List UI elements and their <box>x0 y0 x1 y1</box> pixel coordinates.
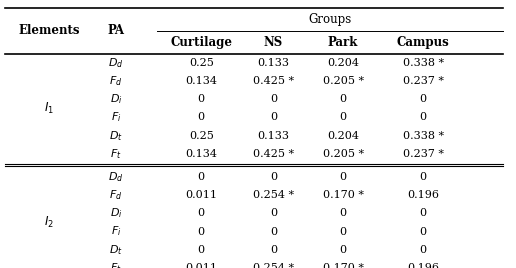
Text: $F_d$: $F_d$ <box>109 74 123 88</box>
Text: $F_t$: $F_t$ <box>110 261 122 268</box>
Text: 0: 0 <box>270 208 277 218</box>
Text: $I_1$: $I_1$ <box>44 101 54 116</box>
Text: 0: 0 <box>420 172 427 182</box>
Text: 0: 0 <box>420 226 427 237</box>
Text: 0: 0 <box>198 94 205 104</box>
Text: 0: 0 <box>340 112 347 122</box>
Text: $D_t$: $D_t$ <box>109 129 123 143</box>
Text: 0: 0 <box>420 94 427 104</box>
Text: $D_t$: $D_t$ <box>109 243 123 257</box>
Text: 0.237 *: 0.237 * <box>402 76 444 86</box>
Text: 0: 0 <box>340 226 347 237</box>
Text: $F_i$: $F_i$ <box>111 225 121 239</box>
Text: 0.196: 0.196 <box>407 190 439 200</box>
Text: 0: 0 <box>270 245 277 255</box>
Text: 0.170 *: 0.170 * <box>322 190 364 200</box>
Text: 0: 0 <box>340 94 347 104</box>
Text: 0.254 *: 0.254 * <box>253 190 294 200</box>
Text: 0.338 *: 0.338 * <box>402 131 444 141</box>
Text: 0: 0 <box>420 112 427 122</box>
Text: $D_i$: $D_i$ <box>110 206 122 220</box>
Text: 0.205 *: 0.205 * <box>322 149 364 159</box>
Text: $D_d$: $D_d$ <box>108 56 124 70</box>
Text: 0.011: 0.011 <box>185 263 217 268</box>
Text: 0.338 *: 0.338 * <box>402 58 444 68</box>
Text: Curtilage: Curtilage <box>170 36 232 49</box>
Text: 0.237 *: 0.237 * <box>402 149 444 159</box>
Text: 0: 0 <box>420 245 427 255</box>
Text: 0.134: 0.134 <box>185 76 217 86</box>
Text: 0.196: 0.196 <box>407 263 439 268</box>
Text: 0.25: 0.25 <box>189 131 214 141</box>
Text: 0.134: 0.134 <box>185 149 217 159</box>
Text: 0.425 *: 0.425 * <box>253 149 294 159</box>
Text: 0: 0 <box>198 112 205 122</box>
Text: 0: 0 <box>198 172 205 182</box>
Text: Groups: Groups <box>309 13 352 26</box>
Text: 0: 0 <box>340 245 347 255</box>
Text: Elements: Elements <box>18 24 80 37</box>
Text: 0: 0 <box>198 226 205 237</box>
Text: PA: PA <box>108 24 124 37</box>
Text: 0.011: 0.011 <box>185 190 217 200</box>
Text: 0: 0 <box>198 208 205 218</box>
Text: 0: 0 <box>270 94 277 104</box>
Text: 0.204: 0.204 <box>327 131 359 141</box>
Text: $D_d$: $D_d$ <box>108 170 124 184</box>
Text: 0.133: 0.133 <box>257 131 289 141</box>
Text: 0.425 *: 0.425 * <box>253 76 294 86</box>
Text: 0: 0 <box>340 172 347 182</box>
Text: 0.254 *: 0.254 * <box>253 263 294 268</box>
Text: $D_i$: $D_i$ <box>110 92 122 106</box>
Text: NS: NS <box>264 36 283 49</box>
Text: 0.133: 0.133 <box>257 58 289 68</box>
Text: $I_2$: $I_2$ <box>44 215 54 230</box>
Text: Campus: Campus <box>397 36 449 49</box>
Text: $F_i$: $F_i$ <box>111 110 121 124</box>
Text: 0: 0 <box>340 208 347 218</box>
Text: 0.170 *: 0.170 * <box>322 263 364 268</box>
Text: 0: 0 <box>270 112 277 122</box>
Text: $F_d$: $F_d$ <box>109 188 123 202</box>
Text: $F_t$: $F_t$ <box>110 147 122 161</box>
Text: 0.25: 0.25 <box>189 58 214 68</box>
Text: 0: 0 <box>270 226 277 237</box>
Text: Park: Park <box>328 36 358 49</box>
Text: 0: 0 <box>198 245 205 255</box>
Text: 0.205 *: 0.205 * <box>322 76 364 86</box>
Text: 0: 0 <box>270 172 277 182</box>
Text: 0.204: 0.204 <box>327 58 359 68</box>
Text: 0: 0 <box>420 208 427 218</box>
